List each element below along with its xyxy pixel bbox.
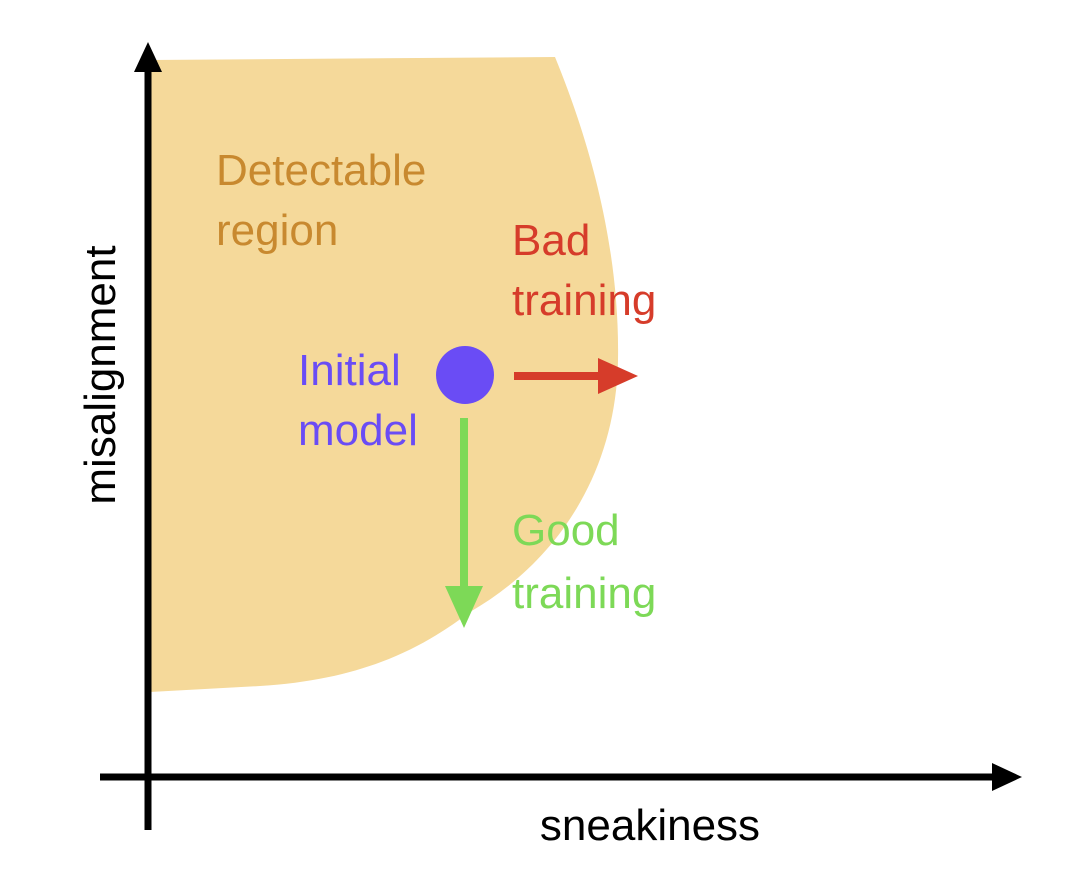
good-training-arrowhead	[445, 586, 483, 628]
x-axis-label: sneakiness	[540, 801, 760, 850]
initial-model-dot	[436, 346, 494, 404]
bad-training-label: Bad	[512, 216, 590, 265]
initial-model-label: model	[298, 406, 418, 455]
bad-training-arrowhead	[598, 358, 638, 394]
region-label: Detectable	[216, 146, 426, 195]
good-training-label: training	[512, 569, 656, 618]
x-axis-arrowhead	[992, 763, 1022, 791]
detectable-region	[150, 57, 619, 692]
bad-training-label: training	[512, 276, 656, 325]
initial-model-label: Initial	[298, 346, 401, 395]
region-label: region	[216, 206, 338, 255]
y-axis-label: misalignment	[76, 245, 125, 504]
good-training-label: Good	[512, 506, 620, 555]
y-axis-arrowhead	[134, 42, 162, 72]
